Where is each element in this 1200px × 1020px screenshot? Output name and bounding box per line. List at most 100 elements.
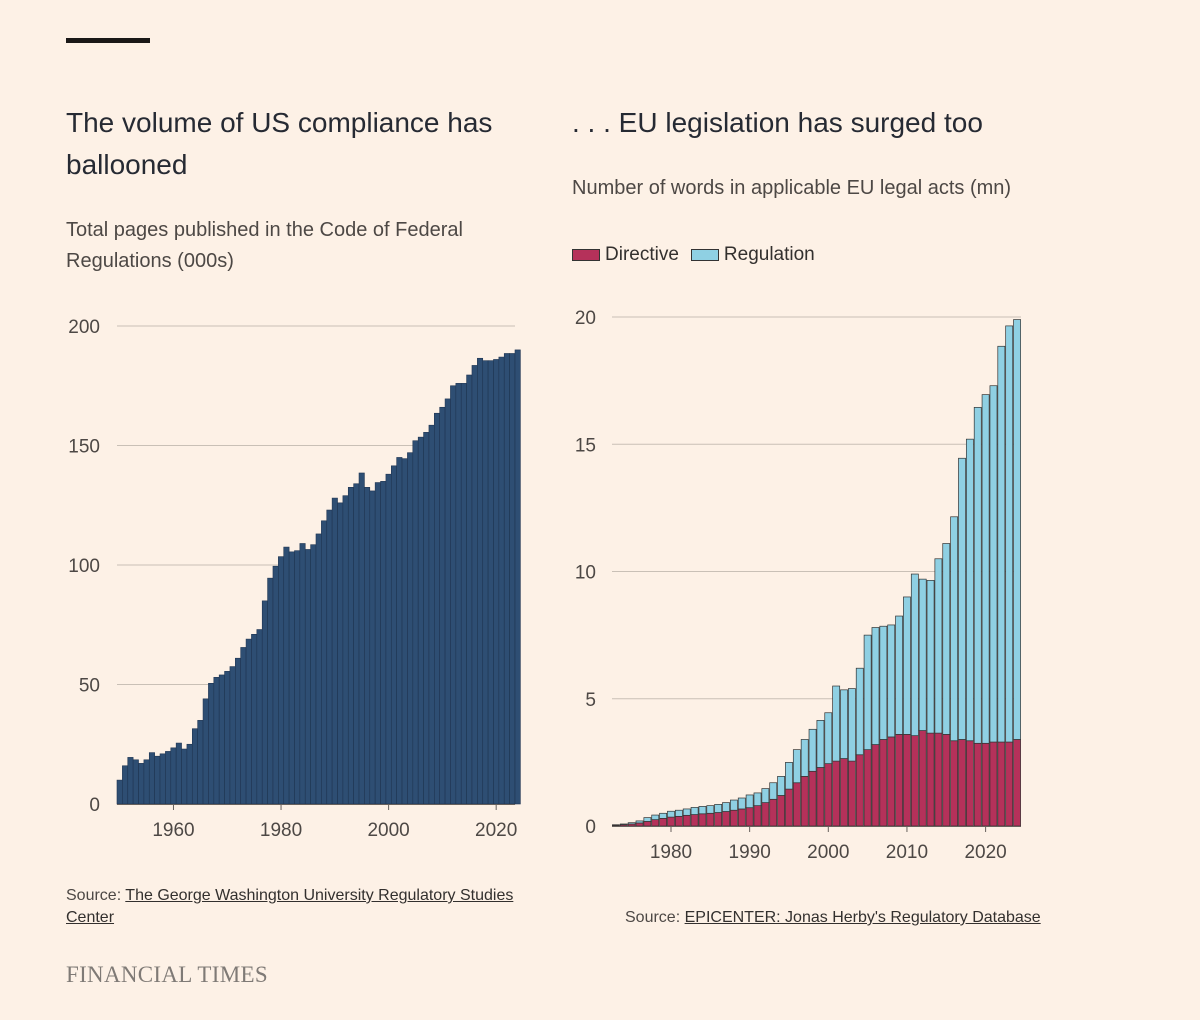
us-chart-bar: [224, 671, 231, 805]
us-chart-bar: [175, 742, 182, 805]
right-source-prefix: Source:: [625, 909, 685, 926]
legend-label-directive: Directive: [605, 244, 679, 265]
eu-chart-bar-regulation: [1005, 325, 1014, 743]
eu-chart-bar-directive: [651, 819, 660, 827]
left-source-link[interactable]: The George Washington University Regulat…: [66, 887, 514, 926]
eu-chart-bar-directive: [863, 749, 872, 827]
eu-chart-bar-directive: [667, 816, 675, 827]
eu-chart-bar-directive: [855, 754, 864, 827]
eu-chart-bar-regulation: [871, 627, 880, 745]
eu-chart-bar-directive: [682, 814, 691, 827]
eu-chart-bar-directive: [942, 734, 951, 827]
us-chart-bar: [374, 482, 381, 805]
us-chart-bar: [514, 349, 521, 805]
eu-chart-y-tick-label: 15: [575, 435, 596, 456]
eu-chart-bar-regulation: [667, 810, 675, 818]
eu-chart-bar-regulation: [800, 739, 809, 777]
legend-swatch-directive: [572, 249, 600, 261]
eu-chart-bar-regulation: [926, 580, 935, 734]
us-chart-bar: [245, 638, 252, 805]
eu-chart-bar-regulation: [942, 543, 951, 735]
eu-chart-bar-directive: [1005, 741, 1014, 827]
us-chart-bar: [208, 683, 215, 805]
eu-chart-bar-regulation: [832, 685, 841, 762]
us-chart-bar: [170, 747, 177, 805]
us-chart-bar: [509, 353, 516, 805]
us-chart-bar: [310, 544, 317, 805]
us-chart-bar: [294, 550, 301, 805]
eu-chart-bar-directive: [659, 818, 668, 827]
eu-chart-bar-regulation: [651, 814, 660, 820]
eu-chart-bar-regulation: [612, 824, 620, 826]
us-chart-bar: [122, 765, 129, 805]
eu-chart-bar-regulation: [722, 802, 730, 812]
right-chart-subtitle: Number of words in applicable EU legal a…: [572, 177, 1012, 199]
eu-chart-bar-regulation: [895, 615, 903, 735]
us-chart-bar: [197, 720, 204, 805]
eu-chart-bar-regulation: [863, 634, 872, 751]
us-chart-bar: [127, 757, 134, 805]
us-chart-y-tick-label: 150: [68, 437, 100, 458]
eu-chart-bar-regulation: [965, 438, 974, 742]
us-chart-bar: [191, 728, 198, 805]
right-source-link[interactable]: EPICENTER: Jonas Herby's Regulatory Data…: [684, 909, 1041, 926]
eu-chart-bar-regulation: [903, 596, 911, 735]
us-chart-bar: [401, 458, 408, 805]
us-chart-bar: [434, 412, 441, 805]
us-chart-bar: [342, 495, 349, 805]
us-chart-bar: [455, 383, 462, 805]
us-chart-bar: [428, 424, 435, 805]
eu-chart-bar-regulation: [855, 667, 864, 756]
left-source: Source: The George Washington University…: [66, 885, 546, 929]
eu-chart-bar-regulation: [698, 806, 707, 815]
us-chart-bar: [235, 657, 242, 805]
legend-swatch-regulation: [690, 249, 719, 261]
us-chart-bar: [460, 383, 467, 805]
us-chart-bar: [471, 365, 478, 805]
eu-chart-bar-directive: [730, 809, 738, 827]
eu-chart-bar-directive: [808, 770, 817, 827]
eu-chart-bar-regulation: [1013, 319, 1021, 740]
eu-chart-bar-regulation: [989, 385, 998, 743]
eu-chart-bar-regulation: [714, 804, 723, 813]
right-source: Source: EPICENTER: Jonas Herby's Regulat…: [625, 907, 1085, 929]
us-chart-bar: [261, 600, 268, 805]
eu-chart-bar-directive: [690, 814, 699, 827]
eu-chart-bar-regulation: [997, 345, 1006, 743]
us-chart-bar: [358, 472, 365, 805]
eu-chart-bar-directive: [674, 815, 683, 827]
eu-chart-bar-directive: [989, 741, 998, 827]
right-chart-title: . . . EU legislation has surged too: [572, 107, 983, 138]
eu-chart-bar-directive: [965, 740, 974, 827]
eu-chart-bar-regulation: [934, 558, 943, 734]
eu-chart-bar-directive: [1013, 739, 1021, 827]
us-chart-y-tick-label: 100: [68, 556, 100, 577]
us-chart-bar: [251, 634, 258, 805]
eu-chart-bar-regulation: [682, 808, 691, 816]
us-chart-x-tick-label: 2020: [475, 820, 517, 841]
eu-chart-bar-regulation: [824, 712, 833, 764]
eu-chart-bar-regulation: [659, 812, 668, 819]
eu-chart-bar-regulation: [887, 624, 896, 738]
legend-label-regulation: Regulation: [723, 244, 815, 265]
top-rule: [66, 38, 150, 43]
us-chart-bar: [218, 674, 225, 805]
eu-chart-bar-directive: [769, 798, 778, 827]
us-chart-bar: [256, 629, 263, 805]
financial-times-logo: FINANCIAL TIMES: [66, 962, 268, 987]
left-chart-subtitle: Total pages published in the Code of Fed…: [66, 219, 463, 272]
us-chart-x-tick-label: 1980: [260, 820, 302, 841]
eu-chart-bar-directive: [903, 734, 911, 827]
us-chart-bar: [116, 779, 123, 805]
eu-chart-bar-directive: [706, 812, 715, 827]
eu-chart-bar-regulation: [958, 457, 966, 740]
us-chart-bar: [450, 385, 457, 805]
legend-item-directive: Directive: [572, 244, 679, 266]
eu-chart-bar-directive: [997, 741, 1006, 827]
us-chart-bar: [186, 743, 193, 805]
eu-chart-bar-regulation: [706, 805, 715, 814]
us-chart-bar: [326, 509, 333, 805]
eu-chart-bar-regulation: [635, 820, 644, 824]
eu-chart-x-tick-label: 2010: [886, 842, 928, 863]
